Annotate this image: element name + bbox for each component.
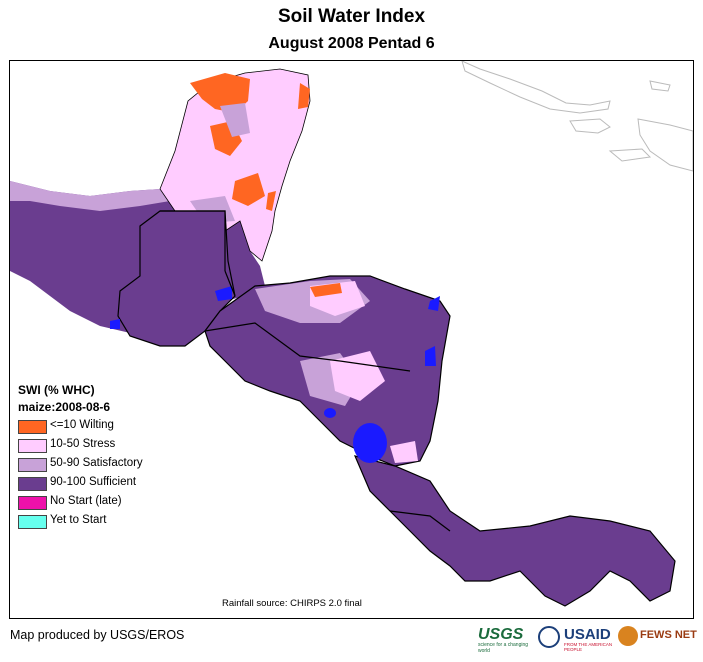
map-title: Soil Water Index: [277, 6, 426, 27]
legend-crop: maize:2008-08-6: [18, 400, 111, 414]
country-borders: [160, 210, 451, 532]
lake-nicaragua: [353, 423, 387, 463]
legend-swatch: [18, 515, 47, 529]
usaid-seal-icon: [538, 626, 560, 648]
usgs-logo: USGS science for a changing world: [478, 626, 536, 654]
legend-swatch: [18, 439, 47, 453]
usaid-logo-text: USAID: [564, 626, 611, 643]
legend-label: No Start (late): [50, 495, 122, 507]
rainfall-source: Rainfall source: CHIRPS 2.0 final: [222, 598, 362, 609]
legend-label: 10-50 Stress: [50, 438, 116, 450]
usaid-tagline: FROM THE AMERICAN PEOPLE: [564, 642, 613, 652]
legend-swatch: [18, 420, 47, 434]
lake-managua: [324, 408, 336, 418]
map-area: [9, 60, 694, 619]
usgs-tagline: science for a changing world: [478, 642, 529, 654]
hispaniola-outline: [637, 118, 693, 172]
southern-region: [353, 455, 676, 607]
legend-heading: SWI (% WHC): [18, 383, 95, 397]
legend-label: 50-90 Satisfactory: [50, 457, 143, 469]
map-canvas: [10, 61, 693, 607]
wilting-patches: [190, 73, 310, 211]
cuba-outline: [461, 61, 611, 114]
water-bodies: [110, 286, 440, 463]
caribbean-islands: [461, 61, 693, 172]
map-subtitle: August 2008 Pentad 6: [268, 35, 435, 52]
legend-label: Yet to Start: [50, 514, 107, 526]
usgs-logo-text: USGS: [478, 626, 524, 643]
jamaica-outline: [608, 148, 652, 162]
legend: SWI (% WHC) maize:2008-08-6 <=10 Wilting…: [18, 382, 143, 529]
legend-swatch: [18, 496, 47, 510]
usaid-logo: USAID FROM THE AMERICAN PEOPLE: [564, 626, 614, 652]
fewsnet-globe-icon: [618, 626, 638, 646]
island-outline: [569, 118, 611, 134]
mexico-satisfactory: [10, 181, 170, 211]
island-outline: [649, 80, 671, 92]
fewsnet-logo: FEWS NET: [640, 629, 697, 641]
map-credit: Map produced by USGS/EROS: [10, 628, 185, 642]
legend-label: <=10 Wilting: [50, 419, 114, 431]
central-wilting: [310, 283, 342, 297]
legend-swatch: [18, 458, 47, 472]
legend-label: 90-100 Sufficient: [50, 476, 137, 488]
legend-swatch: [18, 477, 47, 491]
